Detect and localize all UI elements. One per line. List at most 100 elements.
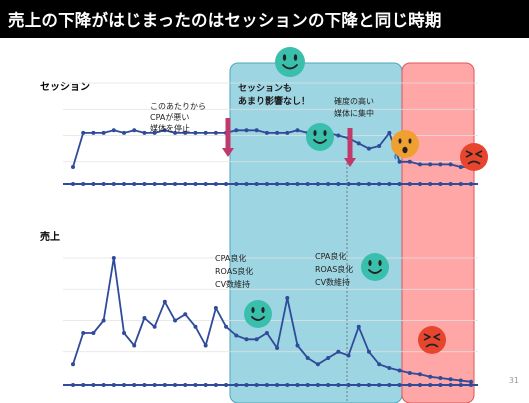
sales-data-point — [224, 324, 229, 329]
sales-baseline-marker — [224, 383, 229, 387]
session-baseline-marker — [71, 182, 75, 186]
worried-face-icon — [391, 130, 419, 160]
sales-data-point — [183, 312, 188, 317]
sales-baseline-marker — [244, 383, 249, 387]
session-baseline-marker — [387, 182, 392, 186]
sales-data-point — [101, 318, 106, 323]
sales-series-line — [72, 257, 472, 383]
session-baseline-marker — [183, 182, 188, 186]
session-data-point — [101, 130, 106, 135]
sales-data-point — [254, 337, 259, 342]
session-data-point — [91, 130, 96, 135]
sales-baseline-marker — [193, 383, 198, 387]
sales-baseline-marker — [285, 383, 290, 387]
annotation-5-line-1: CPA良化 — [315, 251, 346, 261]
chart-area: セッション 売上 このあたりから CPAが悪い 媒体を停止 セッションも あまり… — [40, 47, 488, 403]
session-data-point — [438, 162, 443, 167]
session-baseline-marker — [193, 182, 198, 186]
session-baseline-marker — [254, 182, 259, 186]
sales-data-point — [111, 256, 116, 260]
annotation-5-line-3: CV数維持 — [315, 277, 350, 287]
session-baseline-marker — [326, 182, 331, 186]
session-baseline-marker — [275, 182, 280, 186]
session-baseline-marker — [315, 182, 320, 186]
sales-data-point — [81, 331, 86, 335]
sales-data-point — [203, 343, 208, 348]
session-data-point — [377, 144, 382, 148]
sales-data-point — [377, 362, 382, 367]
annotation-2-line-1: セッションも — [238, 83, 292, 94]
sales-baseline-marker — [346, 383, 351, 387]
session-data-point — [152, 130, 157, 135]
sales-data-point — [305, 356, 310, 360]
sales-data-point — [366, 349, 371, 354]
sales-data-point — [193, 324, 198, 329]
session-data-point — [244, 128, 249, 133]
sales-baseline-marker — [428, 383, 433, 387]
session-data-point — [122, 130, 127, 135]
session-baseline-marker — [122, 182, 127, 186]
happy-face-icon — [361, 253, 389, 281]
sales-data-point — [295, 343, 300, 348]
chart-1-baseline-markers — [71, 182, 473, 186]
session-series-line — [72, 126, 471, 168]
arrow-1 — [222, 118, 234, 157]
annotation-4-line-3: CV数維持 — [215, 279, 250, 289]
sales-data-point — [275, 346, 280, 350]
arrow-2 — [344, 128, 356, 167]
annotation-4-line-1: CPA良化 — [215, 253, 246, 263]
sales-baseline-marker — [305, 383, 310, 387]
session-baseline-marker — [336, 182, 341, 186]
session-data-point — [295, 128, 300, 133]
session-baseline-marker — [438, 182, 443, 186]
session-baseline-marker — [213, 182, 218, 186]
chart-1-label: セッション — [40, 81, 90, 93]
session-baseline-marker — [142, 182, 147, 186]
session-data-point — [428, 162, 433, 167]
session-baseline-marker — [469, 182, 473, 186]
annotation-1-line-1: このあたりから — [150, 102, 206, 111]
sales-baseline-marker — [132, 383, 137, 387]
session-baseline-marker — [397, 182, 402, 186]
sales-baseline-marker — [203, 383, 208, 387]
session-baseline-marker — [305, 182, 310, 186]
session-data-point — [234, 128, 239, 133]
sales-baseline-marker — [315, 383, 320, 387]
session-baseline-marker — [366, 182, 371, 186]
sales-baseline-marker — [122, 383, 127, 387]
session-baseline-marker — [173, 182, 178, 186]
chart-2-grid — [63, 257, 478, 353]
chart-2-label: 売上 — [40, 230, 60, 243]
sales-data-point — [173, 318, 178, 323]
session-baseline-marker — [101, 182, 106, 186]
chart-2-series — [71, 256, 473, 384]
sales-baseline-marker — [469, 383, 473, 387]
sales-data-point — [438, 376, 443, 380]
sales-data-point — [234, 333, 239, 338]
session-data-point — [111, 128, 116, 133]
session-data-point — [162, 128, 167, 133]
sales-baseline-marker — [356, 383, 361, 387]
sales-baseline-marker — [81, 383, 86, 387]
sales-data-point — [428, 374, 433, 379]
sales-baseline-marker — [152, 383, 157, 387]
session-baseline-marker — [264, 182, 269, 186]
session-baseline-marker — [356, 182, 361, 186]
sales-data-point — [152, 324, 157, 329]
sales-data-point — [142, 316, 147, 320]
session-baseline-marker — [295, 182, 300, 186]
sales-data-point — [458, 378, 463, 383]
session-baseline-marker — [428, 182, 433, 186]
session-baseline-marker — [132, 182, 137, 186]
session-baseline-marker — [417, 182, 422, 186]
session-data-point — [132, 128, 137, 133]
sales-baseline-marker — [377, 383, 382, 387]
session-data-point — [366, 146, 371, 151]
session-data-point — [193, 130, 198, 135]
session-data-point — [142, 130, 147, 135]
sales-baseline-marker — [213, 383, 218, 387]
session-data-point — [71, 165, 75, 169]
sales-data-point — [122, 331, 127, 335]
session-baseline-marker — [285, 182, 290, 186]
sales-baseline-marker — [448, 383, 453, 387]
